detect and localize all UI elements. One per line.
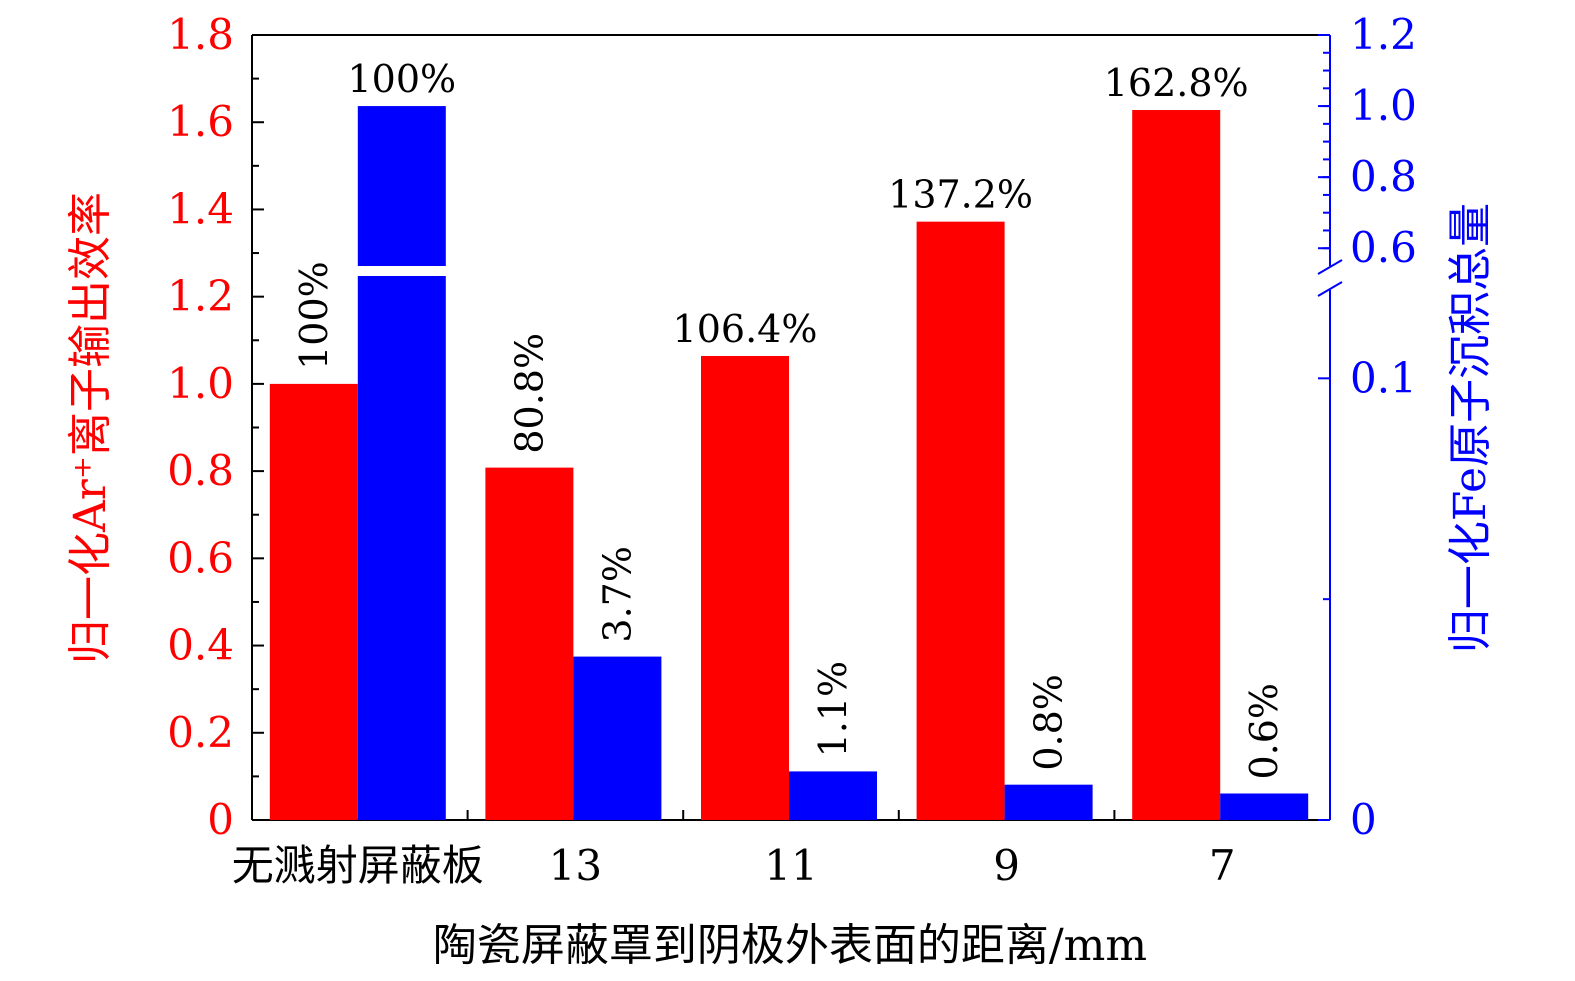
data-label: 162.8% — [1104, 61, 1249, 105]
bar-series-2 — [357, 106, 446, 266]
x-tick-label: 13 — [549, 841, 602, 890]
bar-series-2 — [1004, 784, 1093, 820]
axis-break-mark — [1317, 281, 1343, 297]
data-labels-group: 100% 80.8% 106.4% 137.2% 162.8% 100% 3.7% 1.1% 0… — [292, 57, 1286, 779]
data-label: 1.1% — [811, 661, 855, 758]
x-tick-label: 7 — [1209, 841, 1236, 890]
bar-series-2 — [357, 276, 446, 820]
x-tick-label: 11 — [764, 841, 817, 890]
bar-series-2 — [573, 656, 662, 820]
y-left-tick-label: 1.8 — [167, 10, 234, 59]
data-label: 137.2% — [888, 173, 1033, 217]
y-right-tick-label: 0.8 — [1350, 152, 1417, 201]
y-right-tick-label: 0 — [1350, 795, 1377, 844]
data-label: 80.8% — [507, 333, 551, 454]
x-axis-label: 陶瓷屏蔽罩到阴极外表面的距离/mm — [433, 920, 1147, 971]
bar-series-2 — [1220, 793, 1309, 820]
axes-frame: 0 0.2 0.4 0.6 0.8 1.0 1.2 1.4 1.6 1.8 0 0.1 0.6 0.8 1.… — [167, 10, 1417, 890]
axis-break-mark — [1317, 259, 1343, 275]
data-label: 100% — [347, 57, 456, 101]
y-right-tick-label: 0.6 — [1350, 223, 1417, 272]
y-axis-right-label: 归一化Fe原子沉积总量 — [1445, 203, 1496, 653]
bar-series-1 — [1132, 110, 1221, 820]
x-tick-label: 无溅射屏蔽板 — [232, 841, 484, 890]
bar-series-1 — [701, 355, 789, 820]
data-label: 0.6% — [1242, 683, 1286, 780]
data-label: 100% — [292, 261, 336, 370]
y-right-tick-label: 0.1 — [1350, 353, 1417, 402]
y-left-tick-label: 0 — [207, 795, 234, 844]
y-left-tick-label: 1.6 — [167, 97, 234, 146]
y-left-tick-label: 1.4 — [167, 184, 234, 233]
y-left-tick-label: 1.0 — [167, 359, 234, 408]
data-label: 3.7% — [595, 546, 639, 643]
y-left-tick-label: 0.2 — [167, 708, 234, 757]
y-axis-left-label: 归一化Ar⁺离子输出效率 — [65, 192, 116, 664]
bar-series-1 — [269, 383, 358, 820]
y-right-tick-label: 1.0 — [1350, 81, 1417, 130]
data-label: 106.4% — [673, 307, 818, 351]
bar-series-2 — [789, 771, 877, 820]
data-label: 0.8% — [1027, 674, 1071, 771]
y-right-tick-label: 1.2 — [1350, 10, 1417, 59]
y-left-tick-label: 1.2 — [167, 272, 234, 321]
bar-series-1 — [916, 221, 1005, 821]
bars-group — [269, 106, 1309, 821]
bar-series-1 — [485, 467, 574, 820]
x-tick-label: 9 — [993, 841, 1020, 890]
y-left-tick-label: 0.6 — [167, 533, 234, 582]
y-left-tick-label: 0.4 — [167, 621, 234, 670]
y-left-tick-label: 0.8 — [167, 446, 234, 495]
